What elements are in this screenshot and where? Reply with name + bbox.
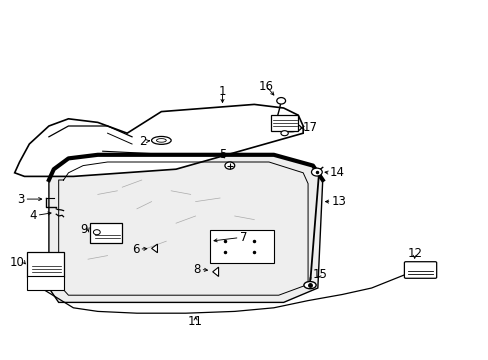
Text: 1: 1 bbox=[218, 85, 226, 98]
Ellipse shape bbox=[151, 136, 171, 144]
Polygon shape bbox=[49, 155, 322, 302]
Text: 2: 2 bbox=[139, 135, 146, 148]
Text: 5: 5 bbox=[218, 148, 226, 161]
Text: 14: 14 bbox=[329, 166, 345, 179]
Text: 4: 4 bbox=[29, 209, 37, 222]
Ellipse shape bbox=[224, 162, 234, 169]
Text: 10: 10 bbox=[10, 256, 24, 269]
Ellipse shape bbox=[280, 131, 288, 136]
Ellipse shape bbox=[311, 168, 322, 176]
Text: 6: 6 bbox=[132, 243, 139, 256]
Text: 16: 16 bbox=[259, 80, 273, 93]
Text: 8: 8 bbox=[193, 263, 200, 276]
Ellipse shape bbox=[93, 230, 100, 235]
FancyBboxPatch shape bbox=[27, 276, 63, 290]
FancyBboxPatch shape bbox=[90, 223, 122, 243]
Text: 15: 15 bbox=[312, 268, 327, 281]
FancyBboxPatch shape bbox=[271, 115, 298, 131]
Text: 3: 3 bbox=[17, 193, 24, 206]
Ellipse shape bbox=[303, 282, 315, 289]
FancyBboxPatch shape bbox=[404, 262, 436, 278]
Ellipse shape bbox=[276, 98, 285, 104]
Text: 7: 7 bbox=[239, 231, 246, 244]
FancyBboxPatch shape bbox=[210, 230, 273, 263]
FancyBboxPatch shape bbox=[27, 252, 63, 277]
Text: 17: 17 bbox=[302, 121, 317, 134]
Text: 9: 9 bbox=[81, 223, 88, 236]
Text: 12: 12 bbox=[407, 247, 421, 260]
Ellipse shape bbox=[280, 124, 301, 132]
Polygon shape bbox=[151, 244, 157, 253]
Polygon shape bbox=[15, 104, 303, 176]
Polygon shape bbox=[212, 267, 218, 276]
Text: 11: 11 bbox=[188, 315, 203, 328]
Text: 13: 13 bbox=[331, 195, 346, 208]
